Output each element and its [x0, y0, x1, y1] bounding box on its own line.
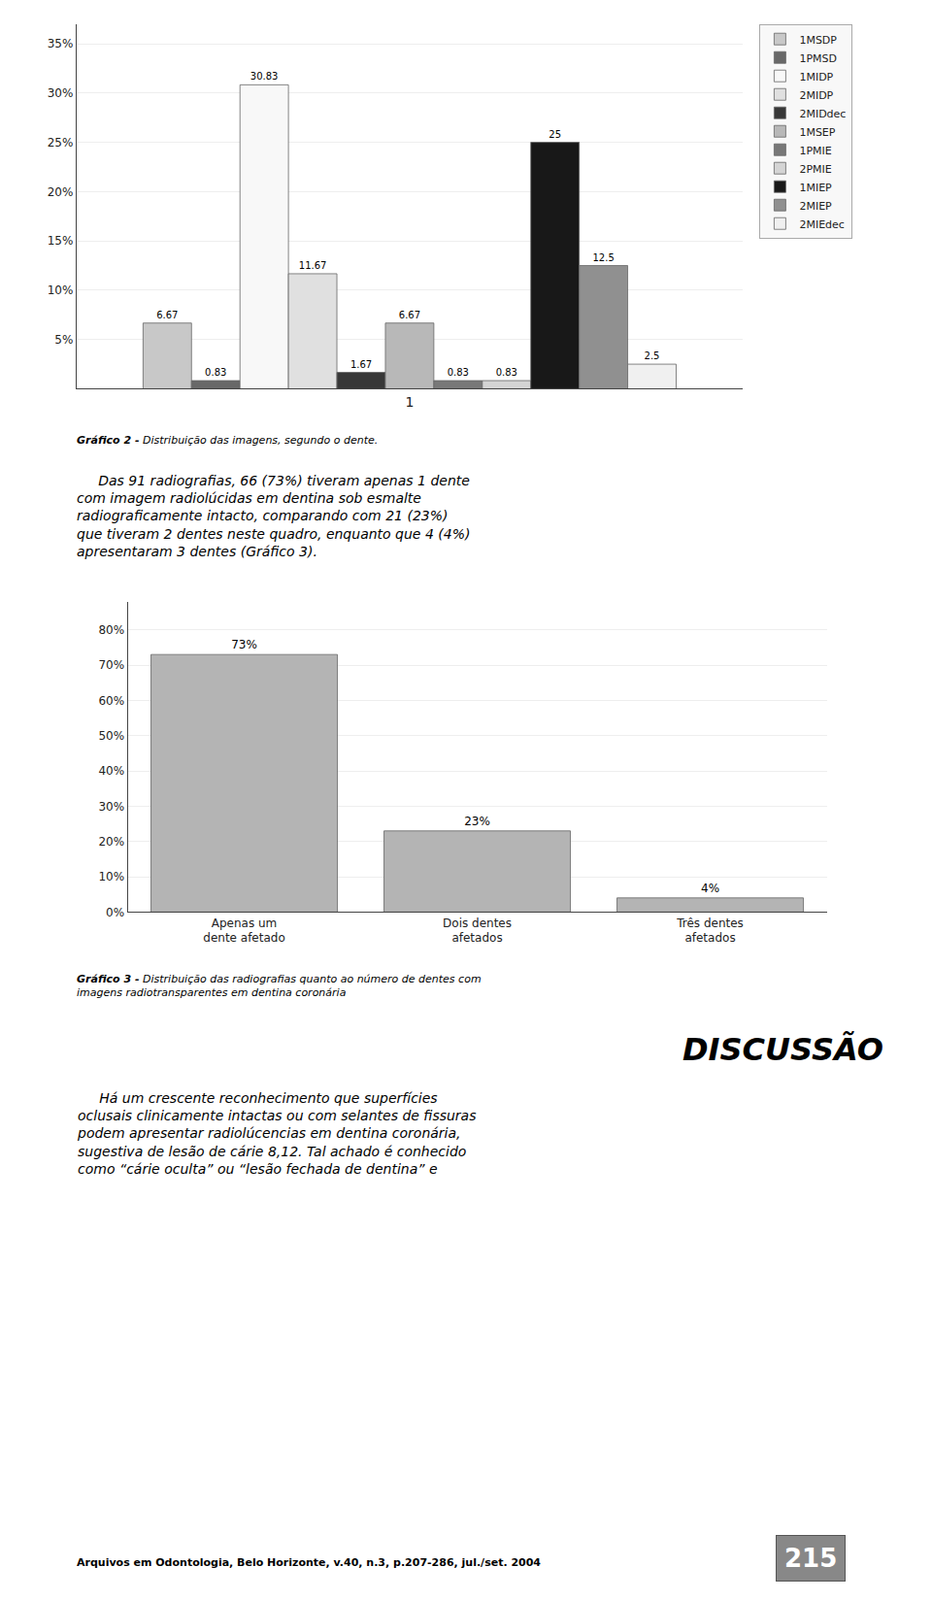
svg-text:DISCUSSÃO: DISCUSSÃO — [682, 1031, 884, 1068]
svg-text:6.67: 6.67 — [399, 309, 421, 321]
svg-text:10%: 10% — [47, 283, 74, 298]
svg-text:40%: 40% — [98, 764, 125, 778]
svg-text:0.83: 0.83 — [204, 366, 227, 378]
svg-text:1PMIE: 1PMIE — [798, 144, 832, 158]
svg-text:12.5: 12.5 — [592, 252, 614, 264]
svg-text:30%: 30% — [98, 799, 125, 814]
svg-text:0.83: 0.83 — [496, 366, 518, 378]
svg-text:25%: 25% — [47, 135, 74, 150]
svg-text:20%: 20% — [98, 834, 125, 849]
svg-text:11.67: 11.67 — [299, 260, 328, 271]
svg-text:Gráfico 3 - Distribuição das r: Gráfico 3 - Distribuição das radiografia… — [76, 972, 482, 999]
svg-text:2MIEdec: 2MIEdec — [798, 218, 844, 232]
svg-text:Arquivos em Odontologia, Belo: Arquivos em Odontologia, Belo Horizonte,… — [76, 1556, 541, 1569]
svg-text:35%: 35% — [47, 36, 74, 51]
svg-text:1: 1 — [404, 394, 414, 410]
svg-text:10%: 10% — [98, 869, 125, 884]
svg-text:25: 25 — [548, 129, 562, 140]
svg-text:Há um crescente reconhecimento: Há um crescente reconhecimento que super… — [76, 1090, 476, 1177]
svg-text:1.67: 1.67 — [350, 359, 372, 370]
svg-text:Gráfico 2 - Distribuição das i: Gráfico 2 - Distribuição das imagens, se… — [76, 433, 378, 447]
svg-text:23%: 23% — [464, 814, 491, 829]
svg-text:Dois dentesafetados: Dois dentesafetados — [442, 916, 512, 946]
svg-text:1PMSD: 1PMSD — [798, 52, 837, 66]
svg-text:4%: 4% — [700, 881, 720, 896]
svg-text:15%: 15% — [47, 233, 74, 248]
svg-text:6.67: 6.67 — [156, 309, 178, 321]
svg-text:0.83: 0.83 — [447, 366, 469, 378]
svg-text:0%: 0% — [105, 905, 125, 920]
svg-text:2.5: 2.5 — [644, 350, 661, 362]
svg-text:30%: 30% — [47, 86, 74, 100]
svg-text:30.83: 30.83 — [250, 70, 279, 82]
svg-text:50%: 50% — [98, 729, 125, 743]
svg-text:Apenas umdente afetado: Apenas umdente afetado — [202, 916, 286, 946]
svg-text:2MIEP: 2MIEP — [798, 199, 833, 213]
svg-text:70%: 70% — [98, 658, 125, 672]
svg-text:2PMIE: 2PMIE — [798, 163, 832, 176]
svg-text:215: 215 — [784, 1543, 837, 1573]
svg-text:20%: 20% — [47, 185, 74, 200]
svg-text:1MSEP: 1MSEP — [798, 126, 835, 139]
svg-text:73%: 73% — [231, 637, 258, 652]
svg-text:Das 91 radiografias, 66 (73%): Das 91 radiografias, 66 (73%) tiveram ap… — [76, 472, 470, 560]
svg-text:5%: 5% — [54, 332, 73, 347]
svg-text:60%: 60% — [98, 694, 125, 708]
svg-text:1MSDP: 1MSDP — [798, 33, 837, 47]
svg-text:2MIDP: 2MIDP — [798, 89, 833, 102]
svg-text:2MIDdec: 2MIDdec — [798, 107, 846, 121]
svg-text:1MIDP: 1MIDP — [798, 70, 833, 84]
svg-text:Três dentesafetados: Três dentesafetados — [675, 916, 744, 946]
svg-text:80%: 80% — [98, 623, 125, 637]
svg-text:1MIEP: 1MIEP — [798, 181, 833, 195]
